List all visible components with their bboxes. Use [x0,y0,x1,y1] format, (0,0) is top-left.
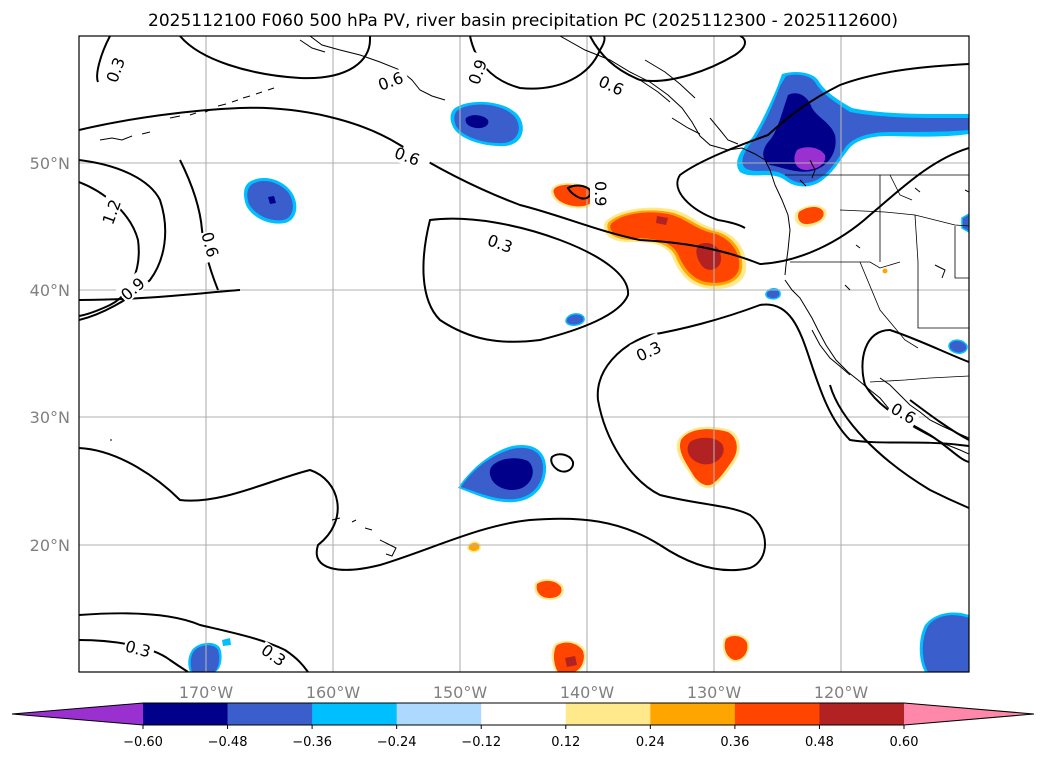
pc-blob-tiny-center [565,313,585,326]
colorbar-segment [565,703,651,725]
colorbar-tick-label: 0.48 [805,735,834,750]
pc-blob-northern-california [794,205,827,228]
pc-blob-gulf-alaska [450,101,523,147]
colorbar-extend-max [904,703,1034,725]
pc-blob-offshore-oregon [604,207,747,290]
pc-blob-central [458,444,547,503]
pc-blob-south-central [534,579,564,600]
colorbar-segment [819,703,905,725]
pc-blob-south [551,640,586,672]
colorbar-tick-label: −0.24 [377,735,417,750]
colorbar-tick-label: −0.12 [461,735,501,750]
colorbar-tick-label: 0.12 [551,735,580,750]
pc-blob-southeast [722,634,750,662]
colorbar-tick-label: −0.48 [208,735,248,750]
figure-title: 2025112100 F060 500 hPa PV, river basin … [148,11,898,31]
pc-blob-pacific-nw [737,72,969,187]
pc-blob-tiny-baja [948,339,968,354]
graticule [79,36,969,672]
colorbar-segment [396,703,482,725]
colorbar-tick-label: 0.24 [636,735,665,750]
lat-tick-50n: 50°N [30,154,70,173]
colorbar-segment [227,703,313,725]
pc-blob-tiny-east-edge [961,213,969,233]
lon-tick-150w: 150°W [433,683,488,702]
colorbar-extend-min [12,703,143,725]
lon-tick-130w: 130°W [687,683,742,702]
colorbar-segment [481,703,567,725]
colorbar-tick-label: −0.36 [292,735,332,750]
lat-tick-20n: 20°N [30,536,70,555]
colorbar-segment [143,703,229,725]
precipitation-shading [188,72,969,672]
contour-label-0-9: 0.9 [591,181,610,206]
pc-blob-tiny-east [765,288,781,300]
lon-tick-140w: 140°W [560,683,615,702]
colorbar-tick-label: 0.60 [890,735,919,750]
colorbar-segment [734,703,820,725]
lon-tick-labels: 170°W 160°W 150°W 140°W 130°W 120°W [179,683,869,702]
pc-blob-subtropical [676,426,740,489]
colorbar-tick-label: −0.60 [123,735,163,750]
colorbar: −0.60 −0.48 −0.36 −0.24 −0.12 0.12 0.24 0.36 0.4… [11,702,1035,750]
pc-blob-tiny-southwest [467,541,481,553]
lat-tick-40n: 40°N [30,281,70,300]
pc-blob-tiny-nevada [882,268,888,274]
lon-tick-160w: 160°W [306,683,361,702]
lat-tick-labels: 50°N 40°N 30°N 20°N [30,154,70,555]
lon-tick-170w: 170°W [179,683,234,702]
colorbar-tick-label: 0.36 [720,735,749,750]
pc-blob-far-southeast [919,612,969,672]
colorbar-segment [650,703,736,725]
map-frame [78,35,970,673]
lat-tick-30n: 30°N [30,408,70,427]
political-borders [785,174,969,383]
pv-contours [79,36,969,672]
pc-blob-west-pacific [243,177,297,224]
colorbar-segment [312,703,398,725]
lon-tick-120w: 120°W [814,683,869,702]
pc-blob-far-southwest [188,638,231,672]
pv-contour-labels: 0.6 0.3 0.3 0.6 0.9 0.9 0.3 0.6 1.2 0.6 … [97,49,921,673]
